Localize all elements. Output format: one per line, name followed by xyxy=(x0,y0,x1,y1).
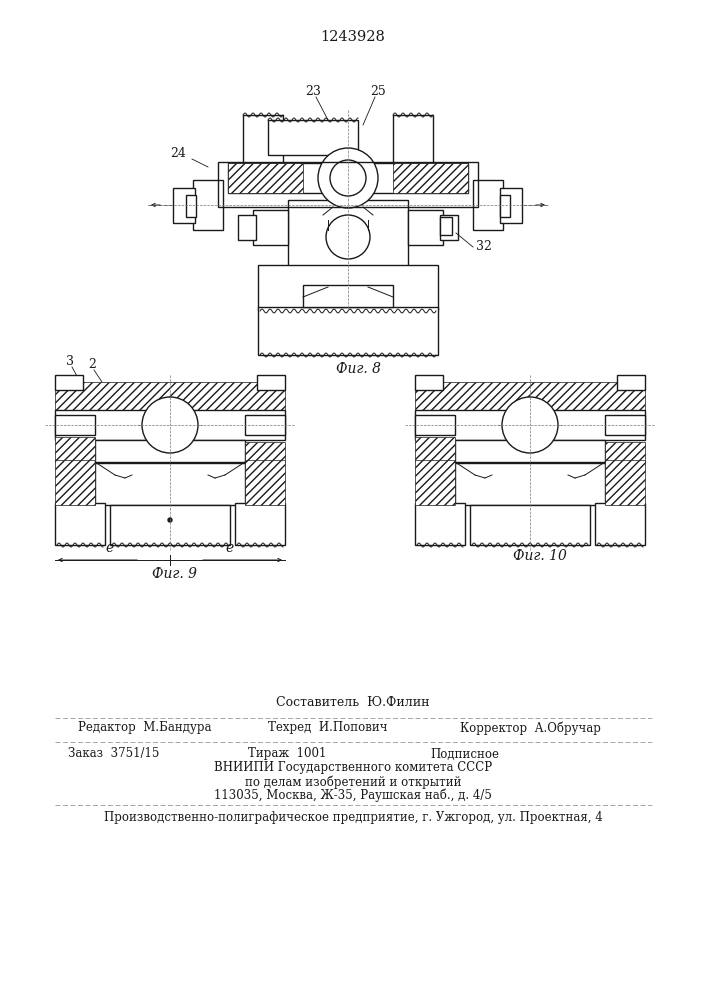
Circle shape xyxy=(326,215,370,259)
Bar xyxy=(440,217,452,235)
Bar xyxy=(288,200,408,270)
Bar xyxy=(455,463,605,505)
Bar xyxy=(253,210,288,245)
Circle shape xyxy=(330,160,366,196)
Bar xyxy=(218,162,478,207)
Bar xyxy=(605,442,645,462)
Circle shape xyxy=(142,397,198,453)
Text: 23: 23 xyxy=(305,85,321,98)
Text: 113035, Москва, Ж-35, Раушская наб., д. 4/5: 113035, Москва, Ж-35, Раушская наб., д. … xyxy=(214,788,492,802)
Text: 3: 3 xyxy=(66,355,74,368)
Text: 1243928: 1243928 xyxy=(320,30,385,44)
Text: e: e xyxy=(106,541,114,555)
Bar xyxy=(186,195,196,217)
Bar xyxy=(605,415,645,435)
Bar xyxy=(245,415,285,435)
Bar xyxy=(55,437,95,462)
Text: 32: 32 xyxy=(476,240,492,253)
Bar xyxy=(268,120,358,155)
Bar xyxy=(415,503,465,545)
Bar xyxy=(470,505,590,545)
Bar xyxy=(440,215,458,240)
Text: Фиг. 8: Фиг. 8 xyxy=(336,362,380,376)
Bar xyxy=(55,415,95,435)
Bar xyxy=(257,375,285,390)
Bar xyxy=(228,163,303,193)
Bar xyxy=(235,503,285,545)
Bar xyxy=(55,460,95,505)
Bar xyxy=(55,503,105,545)
Bar xyxy=(605,460,645,505)
Text: Составитель  Ю.Филин: Составитель Ю.Филин xyxy=(276,696,430,708)
Bar xyxy=(595,503,645,545)
Bar xyxy=(415,437,455,462)
Bar xyxy=(393,163,468,193)
Bar xyxy=(303,285,393,307)
Bar xyxy=(243,115,283,170)
Bar xyxy=(258,265,438,310)
Bar xyxy=(393,115,433,170)
Circle shape xyxy=(318,148,378,208)
Text: Техред  И.Попович: Техред И.Попович xyxy=(268,722,387,734)
Text: ВНИИПИ Государственного комитета СССР: ВНИИПИ Государственного комитета СССР xyxy=(214,762,492,774)
Bar xyxy=(500,195,510,217)
Bar xyxy=(473,180,503,230)
Bar xyxy=(258,307,438,355)
Text: Заказ  3751/15: Заказ 3751/15 xyxy=(68,748,159,760)
Bar xyxy=(55,410,285,440)
Bar xyxy=(455,440,605,462)
Text: Редактор  М.Бандура: Редактор М.Бандура xyxy=(78,722,211,734)
Bar xyxy=(238,215,256,240)
Text: 2: 2 xyxy=(88,358,96,371)
Circle shape xyxy=(168,518,172,522)
Circle shape xyxy=(502,397,558,453)
Text: Производственно-полиграфическое предприятие, г. Ужгород, ул. Проектная, 4: Производственно-полиграфическое предприя… xyxy=(104,810,602,824)
Bar xyxy=(500,188,522,223)
Text: Корректор  А.Обручар: Корректор А.Обручар xyxy=(460,721,601,735)
Bar xyxy=(415,382,645,410)
Text: 25: 25 xyxy=(370,85,386,98)
Text: e: e xyxy=(226,541,234,555)
Bar xyxy=(110,505,230,545)
Text: по делам изобретений и открытий: по делам изобретений и открытий xyxy=(245,775,461,789)
Text: Фиг. 9: Фиг. 9 xyxy=(153,567,197,581)
Bar xyxy=(95,440,245,462)
Text: 24: 24 xyxy=(170,147,186,160)
Bar xyxy=(55,382,285,410)
Bar xyxy=(245,460,285,505)
Bar xyxy=(193,180,223,230)
Bar xyxy=(173,188,195,223)
Bar xyxy=(415,410,645,440)
Text: Фиг. 10: Фиг. 10 xyxy=(513,549,567,563)
Bar xyxy=(95,463,245,505)
Bar xyxy=(55,375,83,390)
Bar xyxy=(228,163,468,193)
Bar xyxy=(415,415,455,435)
Text: Тираж  1001: Тираж 1001 xyxy=(248,748,327,760)
Bar xyxy=(415,375,443,390)
Bar xyxy=(408,210,443,245)
Text: Подписное: Подписное xyxy=(430,748,499,760)
Bar xyxy=(617,375,645,390)
Bar xyxy=(245,442,285,462)
Bar xyxy=(415,460,455,505)
